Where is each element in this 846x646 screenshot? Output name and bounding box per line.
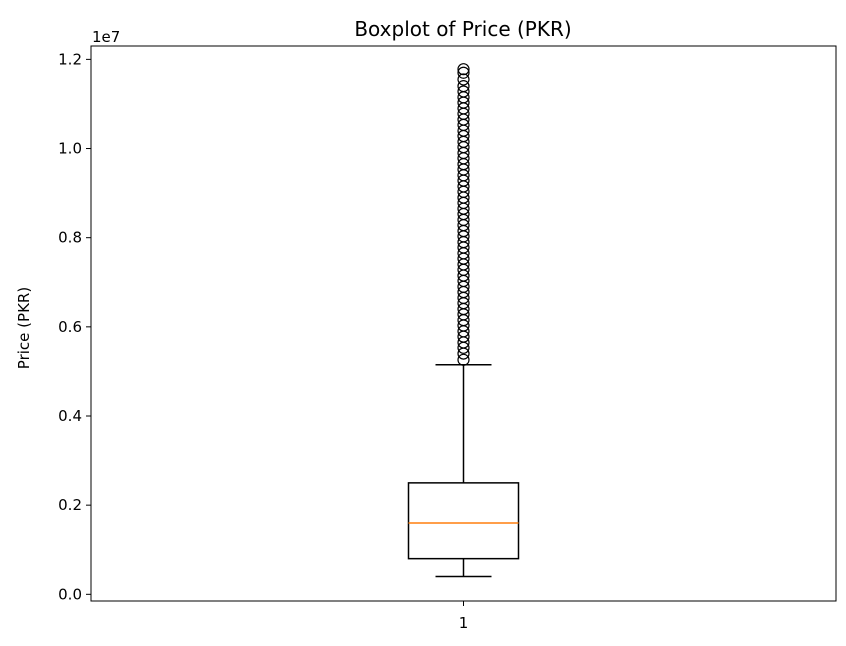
y-tick-label: 0.8 <box>58 229 82 247</box>
outlier-point <box>457 73 470 86</box>
outlier-point <box>457 85 470 98</box>
y-tick-label: 0.4 <box>58 407 82 425</box>
y-tick-label: 1.0 <box>58 140 82 158</box>
plot-area: 0.0 0.2 0.4 0.6 0.8 1.0 1.2 1 <box>58 50 520 632</box>
plot-frame <box>90 45 837 602</box>
y-tick-label: 1.2 <box>58 50 82 68</box>
chart-title: Boxplot of Price (PKR) <box>354 17 571 41</box>
y-tick-label: 0.6 <box>58 318 82 336</box>
y-axis-label: Price (PKR) <box>15 287 33 369</box>
outlier-point <box>457 353 470 366</box>
offset-label: 1e7 <box>92 28 120 46</box>
outlier-point <box>457 63 470 76</box>
y-tick-label: 0.2 <box>58 496 82 514</box>
iqr-box <box>407 482 520 560</box>
x-tick-label: 1 <box>459 614 469 632</box>
outlier-point <box>457 66 470 79</box>
y-tick-label: 0.0 <box>58 585 82 603</box>
outlier-point <box>457 80 470 93</box>
